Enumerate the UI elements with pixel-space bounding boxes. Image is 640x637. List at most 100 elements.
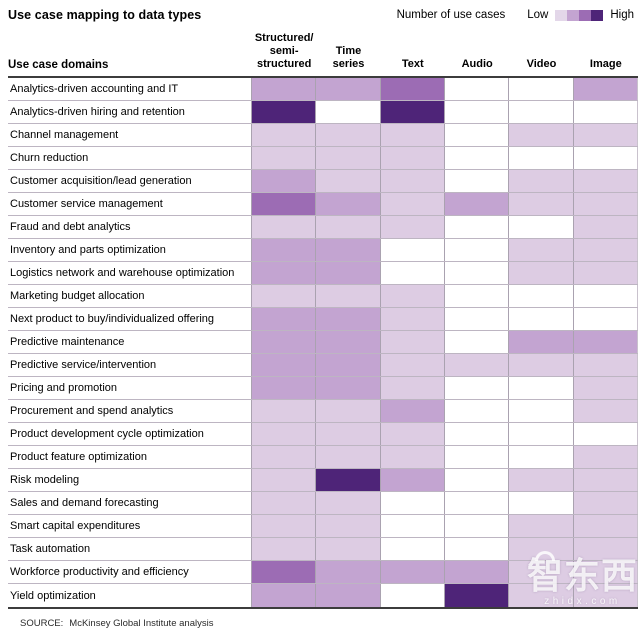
legend-low-label: Low bbox=[527, 9, 549, 21]
table-row: Task automation bbox=[8, 538, 638, 561]
legend-high-label: High bbox=[610, 9, 634, 21]
heatmap-cell bbox=[444, 331, 510, 353]
heatmap-cell bbox=[509, 492, 574, 514]
heatmap-cell bbox=[380, 469, 445, 491]
heatmap-cell bbox=[252, 101, 317, 123]
row-label: Pricing and promotion bbox=[8, 377, 252, 399]
heatmap-cell bbox=[573, 124, 638, 146]
heatmap-cell bbox=[509, 423, 574, 445]
heatmap-cell bbox=[252, 78, 317, 100]
heatmap-cell bbox=[509, 124, 574, 146]
table-row: Predictive maintenance bbox=[8, 331, 638, 354]
heatmap-cell bbox=[444, 561, 510, 583]
heatmap-cell bbox=[380, 170, 445, 192]
heatmap-cell bbox=[444, 239, 510, 261]
heatmap-cell bbox=[316, 561, 381, 583]
row-label: Customer acquisition/lead generation bbox=[8, 170, 252, 192]
heatmap-cell bbox=[316, 170, 381, 192]
heatmap-cell bbox=[252, 262, 317, 284]
row-label: Logistics network and warehouse optimiza… bbox=[8, 262, 252, 284]
column-header: Video bbox=[526, 58, 557, 70]
heatmap-cell bbox=[316, 492, 381, 514]
column-header-row: Use case domains Structured/ semi- struc… bbox=[8, 32, 638, 78]
row-label: Next product to buy/individualized offer… bbox=[8, 308, 252, 330]
heatmap-cell bbox=[573, 216, 638, 238]
heatmap-cell bbox=[444, 124, 510, 146]
heatmap-cell bbox=[252, 331, 317, 353]
table-row: Analytics-driven accounting and IT bbox=[8, 78, 638, 101]
table-row: Churn reduction bbox=[8, 147, 638, 170]
table-row: Marketing budget allocation bbox=[8, 285, 638, 308]
row-label: Churn reduction bbox=[8, 147, 252, 169]
row-label: Smart capital expenditures bbox=[8, 515, 252, 537]
heatmap-cell bbox=[509, 216, 574, 238]
heatmap-cell bbox=[380, 101, 445, 123]
heatmap-cell bbox=[509, 193, 574, 215]
heatmap-cell bbox=[509, 78, 574, 100]
heatmap-cell bbox=[316, 78, 381, 100]
heatmap-cell bbox=[316, 331, 381, 353]
row-label: Workforce productivity and efficiency bbox=[8, 561, 252, 583]
column-header: Time series bbox=[332, 45, 365, 70]
heatmap-cell bbox=[573, 101, 638, 123]
row-label: Product development cycle optimization bbox=[8, 423, 252, 445]
heatmap-cell bbox=[444, 584, 510, 607]
heatmap-cell bbox=[380, 515, 445, 537]
heatmap-cell bbox=[252, 469, 317, 491]
heatmap-cell bbox=[444, 354, 510, 376]
heatmap-cell bbox=[509, 446, 574, 468]
row-label: Sales and demand forecasting bbox=[8, 492, 252, 514]
row-label: Yield optimization bbox=[8, 584, 252, 607]
row-label: Task automation bbox=[8, 538, 252, 560]
heatmap-cell bbox=[573, 147, 638, 169]
heatmap-cell bbox=[444, 78, 510, 100]
heatmap-cell bbox=[509, 354, 574, 376]
heatmap-cell bbox=[380, 216, 445, 238]
table-row: Next product to buy/individualized offer… bbox=[8, 308, 638, 331]
heatmap-cell bbox=[573, 423, 638, 445]
heatmap-cell bbox=[316, 469, 381, 491]
heatmap-cell bbox=[573, 446, 638, 468]
heatmap-cell bbox=[444, 170, 510, 192]
table-row: Pricing and promotion bbox=[8, 377, 638, 400]
legend-swatches bbox=[555, 9, 604, 21]
heatmap-cell bbox=[573, 538, 638, 560]
heatmap-cell bbox=[380, 193, 445, 215]
heatmap-cell bbox=[444, 193, 510, 215]
heatmap-cell bbox=[444, 423, 510, 445]
heatmap-cell bbox=[509, 262, 574, 284]
table-row: Product development cycle optimization bbox=[8, 423, 638, 446]
color-legend: Number of use cases Low High bbox=[397, 9, 634, 21]
heatmap-cell bbox=[444, 147, 510, 169]
row-label: Analytics-driven accounting and IT bbox=[8, 78, 252, 100]
heatmap-cell bbox=[316, 262, 381, 284]
heatmap-cell bbox=[573, 469, 638, 491]
heatmap-cell bbox=[316, 239, 381, 261]
heatmap-cell bbox=[509, 469, 574, 491]
heatmap-cell bbox=[316, 423, 381, 445]
heatmap-cell bbox=[509, 515, 574, 537]
heatmap-cell bbox=[380, 354, 445, 376]
column-header: Audio bbox=[461, 58, 493, 70]
heatmap-cell bbox=[316, 400, 381, 422]
heatmap-cell bbox=[380, 446, 445, 468]
heatmap-cell bbox=[380, 331, 445, 353]
heatmap-cell bbox=[509, 377, 574, 399]
heatmap-cell bbox=[316, 285, 381, 307]
heatmap-grid: Analytics-driven accounting and IT Analyt… bbox=[8, 78, 638, 609]
table-row: Risk modeling bbox=[8, 469, 638, 492]
heatmap-cell bbox=[444, 515, 510, 537]
source-text: McKinsey Global Institute analysis bbox=[69, 618, 214, 629]
heatmap-cell bbox=[252, 492, 317, 514]
heatmap-cell bbox=[252, 285, 317, 307]
heatmap-cell bbox=[316, 584, 381, 607]
heatmap-cell bbox=[252, 400, 317, 422]
heatmap-cell bbox=[316, 147, 381, 169]
heatmap-cell bbox=[444, 285, 510, 307]
heatmap-cell bbox=[380, 584, 445, 607]
heatmap-cell bbox=[380, 147, 445, 169]
heatmap-cell bbox=[316, 193, 381, 215]
heatmap-cell bbox=[444, 262, 510, 284]
heatmap-cell bbox=[252, 354, 317, 376]
